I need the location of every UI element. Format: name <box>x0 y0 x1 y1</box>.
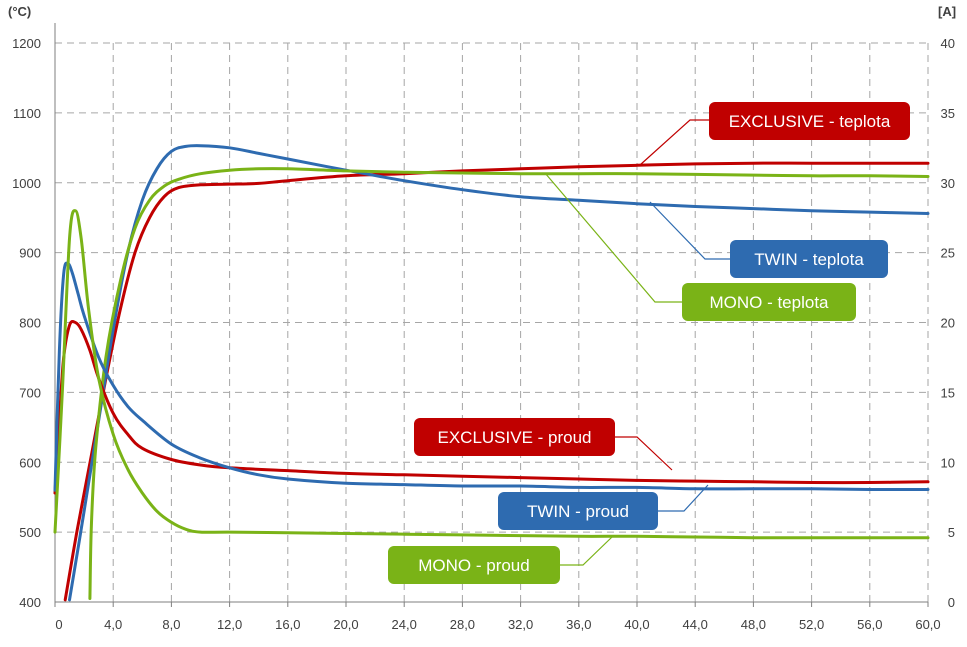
y-left-tick-label: 700 <box>19 385 41 400</box>
x-tick-label: 8,0 <box>162 617 180 632</box>
x-tick-label: 52,0 <box>799 617 824 632</box>
x-tick-label: 48,0 <box>741 617 766 632</box>
x-tick-label: 4,0 <box>104 617 122 632</box>
x-tick-label: 24,0 <box>392 617 417 632</box>
y-left-tick-label: 1200 <box>12 36 41 51</box>
callout-exclusive-proud-box <box>414 418 615 456</box>
y-left-tick-label: 600 <box>19 455 41 470</box>
series-callouts: EXCLUSIVE - teplota TWIN - teplota MONO - … <box>388 102 910 584</box>
x-tick-label: 20,0 <box>333 617 358 632</box>
x-tick-label: 60,0 <box>915 617 940 632</box>
callout-twin-proud-box <box>498 492 658 530</box>
callout-exclusive-teplota-leader <box>639 119 709 166</box>
chart-axes: 4005006007008009001000110012000510152025… <box>12 23 955 632</box>
callout-twin-teplota-box <box>730 240 888 278</box>
y-right-tick-label: 40 <box>941 36 955 51</box>
callout-mono-teplota-box <box>682 283 856 321</box>
x-tick-label: 28,0 <box>450 617 475 632</box>
y-right-tick-label: 10 <box>941 455 955 470</box>
x-tick-label: 36,0 <box>566 617 591 632</box>
callout-twin-proud-leader <box>658 484 709 512</box>
y-right-tick-label: 30 <box>941 176 955 191</box>
x-tick-label: 12,0 <box>217 617 242 632</box>
x-tick-label: 32,0 <box>508 617 533 632</box>
callout-mono-teplota-label: MONO - teplota <box>709 293 829 312</box>
y-left-tick-label: 400 <box>19 595 41 610</box>
callout-twin-proud-label: TWIN - proud <box>527 502 629 521</box>
x-tick-label: 56,0 <box>857 617 882 632</box>
left-axis-unit: (°C) <box>8 4 31 19</box>
y-left-tick-label: 900 <box>19 246 41 261</box>
series-lines <box>53 144 930 602</box>
callout-mono-teplota-leader <box>544 172 682 303</box>
x-tick-label: 44,0 <box>683 617 708 632</box>
series-exclusive-proud-line <box>53 319 930 495</box>
series-twin-teplota-line <box>68 144 930 602</box>
callout-mono-proud-label: MONO - proud <box>418 556 529 575</box>
y-right-tick-label: 15 <box>941 385 955 400</box>
callout-twin-teplota-label: TWIN - teplota <box>754 250 864 269</box>
right-axis-unit: [A] <box>938 4 956 19</box>
callout-mono-proud-box <box>388 546 560 584</box>
callout-exclusive-teplota-box <box>709 102 910 140</box>
callout-exclusive-proud-leader <box>615 436 673 471</box>
callout-exclusive-teplota-label: EXCLUSIVE - teplota <box>729 112 891 131</box>
series-exclusive-teplota-line <box>63 161 930 602</box>
y-right-tick-label: 5 <box>948 525 955 540</box>
y-left-tick-label: 800 <box>19 316 41 331</box>
y-right-tick-label: 20 <box>941 316 955 331</box>
x-tick-label: 0 <box>55 617 62 632</box>
y-left-tick-label: 500 <box>19 525 41 540</box>
y-right-tick-label: 25 <box>941 246 955 261</box>
x-tick-label: 16,0 <box>275 617 300 632</box>
callout-exclusive-proud-label: EXCLUSIVE - proud <box>437 428 591 447</box>
callout-twin-teplota-leader <box>649 201 730 260</box>
series-mono-teplota-line <box>88 167 930 600</box>
series-mono-proud-line <box>53 209 930 540</box>
y-left-tick-label: 1100 <box>13 106 41 121</box>
y-right-tick-label: 0 <box>948 595 955 610</box>
y-right-tick-label: 35 <box>941 106 955 121</box>
x-tick-label: 40,0 <box>624 617 649 632</box>
callout-mono-proud-leader <box>560 536 613 566</box>
series-twin-proud-line <box>53 261 930 492</box>
y-left-tick-label: 1000 <box>12 176 41 191</box>
